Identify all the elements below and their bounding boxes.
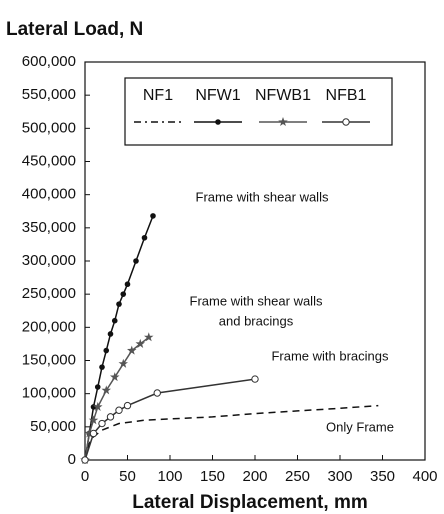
series-line bbox=[84, 336, 150, 461]
y-tick-label: 550,000 bbox=[22, 86, 76, 103]
data-point bbox=[150, 213, 156, 219]
data-point bbox=[110, 372, 120, 382]
data-point bbox=[98, 419, 106, 428]
data-point bbox=[93, 401, 103, 411]
data-point bbox=[118, 358, 128, 368]
series-line bbox=[84, 215, 154, 461]
data-point bbox=[120, 291, 127, 297]
x-tick-label: 0 bbox=[81, 468, 89, 485]
data-point bbox=[115, 406, 123, 414]
data-point bbox=[88, 415, 99, 425]
data-point bbox=[81, 456, 89, 464]
y-tick-label: 450,000 bbox=[22, 152, 76, 169]
legend-box bbox=[124, 77, 393, 146]
x-tick-label: 100 bbox=[157, 468, 182, 485]
y-tick-label: 400,000 bbox=[22, 186, 76, 203]
series-line bbox=[84, 404, 379, 461]
y-tick-label: 50,000 bbox=[30, 418, 76, 435]
y-tick-label: 300,000 bbox=[22, 252, 76, 269]
y-tick-label: 500,000 bbox=[22, 119, 76, 136]
legend-label: NFW1 bbox=[195, 87, 240, 104]
x-tick-label: 150 bbox=[200, 468, 225, 485]
data-point bbox=[144, 332, 154, 342]
x-tick-label: 50 bbox=[119, 468, 136, 485]
annotation: and bracings bbox=[219, 313, 294, 328]
data-point bbox=[123, 401, 132, 410]
data-point bbox=[103, 347, 110, 354]
x-tick-label: 400 bbox=[412, 468, 437, 485]
x-axis-label: Lateral Displacement, mm bbox=[132, 492, 367, 513]
y-tick-label: 150,000 bbox=[22, 351, 76, 368]
y-tick-label: 200,000 bbox=[22, 318, 76, 335]
annotation: Only Frame bbox=[326, 419, 394, 434]
y-tick-label: 250,000 bbox=[22, 285, 76, 302]
x-tick-label: 200 bbox=[242, 468, 267, 485]
annotation: Frame with bracings bbox=[271, 348, 389, 363]
data-point bbox=[94, 384, 101, 390]
data-point bbox=[153, 389, 161, 397]
data-point bbox=[141, 234, 148, 241]
data-point bbox=[251, 375, 259, 383]
data-point bbox=[124, 281, 131, 288]
data-point bbox=[127, 345, 137, 355]
data-point bbox=[111, 317, 118, 324]
x-tick-label: 250 bbox=[285, 468, 310, 485]
legend-label: NF1 bbox=[143, 87, 173, 104]
x-tick-label: 300 bbox=[327, 468, 352, 485]
annotation: Frame with shear walls bbox=[196, 189, 329, 204]
y-tick-label: 600,000 bbox=[22, 53, 76, 70]
y-tick-label: 100,000 bbox=[22, 385, 76, 402]
data-point bbox=[84, 428, 94, 438]
legend-label: NFWB1 bbox=[255, 87, 311, 104]
annotation: Frame with shear walls bbox=[190, 293, 323, 308]
legend-marker bbox=[278, 117, 288, 126]
data-point bbox=[99, 364, 105, 370]
legend-marker bbox=[342, 118, 350, 126]
data-point bbox=[116, 301, 122, 307]
data-point bbox=[135, 338, 145, 348]
y-tick-label: 0 bbox=[68, 451, 76, 468]
chart-title: Lateral Load, N bbox=[6, 19, 143, 40]
data-point bbox=[107, 331, 114, 337]
legend-label: NFB1 bbox=[326, 87, 367, 104]
data-point bbox=[106, 413, 115, 421]
x-tick-label: 350 bbox=[370, 468, 395, 485]
data-point bbox=[101, 385, 111, 395]
legend-marker bbox=[215, 119, 221, 125]
data-point bbox=[133, 258, 139, 264]
y-tick-label: 350,000 bbox=[22, 219, 76, 236]
data-point bbox=[89, 429, 98, 438]
